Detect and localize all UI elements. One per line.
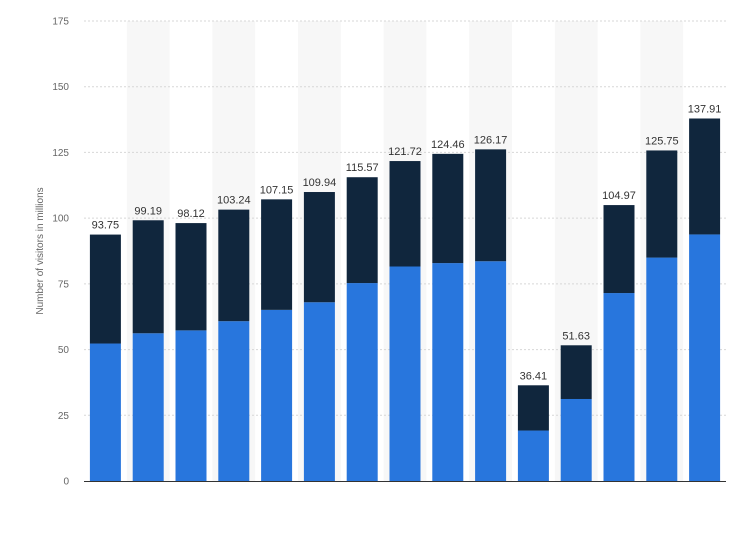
bar-total-label: 109.94 — [303, 177, 337, 189]
bar-segment-upper — [475, 149, 507, 262]
bar-segment-upper — [218, 209, 250, 322]
bar-total-label: 51.63 — [562, 330, 590, 342]
bar-segment-lower — [175, 330, 207, 481]
bar-segment-lower — [517, 430, 549, 481]
bar-segment-lower — [132, 333, 164, 481]
bar-segment-lower — [432, 263, 464, 481]
bar-segment-lower — [560, 398, 592, 481]
bar-total-label: 104.97 — [602, 190, 636, 202]
bar-total-label: 103.24 — [217, 195, 251, 207]
y-tick-label: 50 — [58, 345, 70, 356]
bar-segment-upper — [646, 150, 678, 258]
bar-total-label: 124.46 — [431, 139, 465, 151]
bar-segment-lower — [646, 257, 678, 481]
bar-total-label: 36.41 — [520, 370, 548, 382]
y-tick-label: 25 — [58, 411, 70, 422]
y-tick-label: 125 — [52, 148, 69, 159]
bar-total-label: 137.91 — [688, 103, 722, 115]
bar-total-label: 98.12 — [177, 208, 205, 220]
bar-segment-upper — [603, 205, 635, 294]
bar-segment-upper — [261, 199, 293, 310]
y-tick-label: 175 — [52, 17, 69, 28]
bar-value-labels: 93.75 99.19 98.12 103.24 107.15 109.94 115.57 1… — [92, 103, 722, 382]
bar-total-label: 126.17 — [474, 134, 508, 146]
bar-segment-lower — [475, 261, 507, 481]
bar-segment-upper — [389, 161, 421, 267]
bar-segment-upper — [175, 223, 207, 331]
bar-total-label: 99.19 — [134, 205, 162, 217]
bar-total-label: 93.75 — [92, 220, 120, 232]
y-axis-title: Number of visitors in millions — [35, 187, 46, 314]
bar-segment-lower — [689, 234, 721, 481]
bar-segment-upper — [303, 192, 335, 303]
bar-total-label: 107.15 — [260, 184, 294, 196]
bar-segment-upper — [132, 220, 164, 334]
bar-total-label: 115.57 — [346, 162, 379, 174]
bar-total-label: 125.75 — [645, 135, 679, 147]
bar-segment-upper — [689, 118, 721, 235]
bar-segment-lower — [346, 283, 378, 481]
bar-segment-upper — [432, 153, 464, 264]
y-tick-label: 0 — [63, 477, 69, 488]
bar-segment-upper — [346, 177, 378, 284]
bar-segment-lower — [261, 309, 293, 481]
y-tick-label: 150 — [52, 82, 69, 93]
bar-total-label: 121.72 — [388, 146, 422, 158]
bar-segment-lower — [603, 293, 635, 481]
bar-segment-upper — [560, 345, 592, 399]
bars — [89, 118, 721, 481]
y-axis-ticks: 0 25 50 75 100 125 150 175 — [52, 17, 69, 488]
bar-segment-lower — [303, 302, 335, 481]
bar-segment-upper — [517, 385, 549, 431]
y-tick-label: 100 — [52, 214, 69, 225]
bar-segment-lower — [389, 266, 421, 481]
bar-segment-lower — [89, 343, 121, 481]
y-tick-label: 75 — [58, 279, 70, 290]
bar-segment-lower — [218, 321, 250, 481]
bar-segment-upper — [89, 234, 121, 344]
